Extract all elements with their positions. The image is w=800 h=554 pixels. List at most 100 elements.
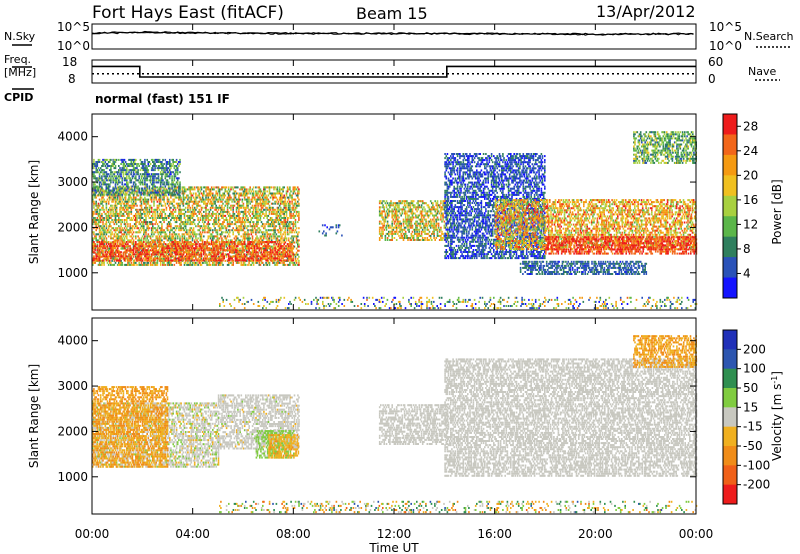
range-gate-cell [181,208,184,211]
range-gate-cell [269,245,272,248]
range-gate-cell [107,247,110,250]
range-gate-cell [213,249,215,252]
range-gate-cell [146,227,148,230]
range-gate-cell [114,210,117,213]
range-gate-cell [247,200,249,203]
range-gate-cell [206,194,208,197]
range-gate-cell [217,239,220,242]
range-gate-cell [230,206,232,209]
range-gate-cell [270,210,273,213]
range-gate-cell [107,202,110,205]
range-gate-cell [238,214,240,217]
range-gate-cell [122,214,125,217]
range-gate-cell [176,196,179,199]
range-gate-cell [259,192,262,195]
range-gate-cell [268,239,271,242]
range-gate-cell [124,243,127,246]
range-gate-cell [256,198,258,201]
range-gate-cell [276,212,279,215]
range-gate-cell [161,247,163,250]
range-gate-cell [180,212,182,215]
range-gate-cell [250,247,253,250]
range-gate-cell [132,251,135,254]
range-gate-cell [198,229,201,232]
range-gate-cell [147,198,150,201]
range-gate-cell [276,214,279,217]
range-gate-cell [264,243,266,246]
range-gate-cell [259,251,262,254]
range-gate-cell [269,219,272,221]
range-gate-cell [187,233,189,236]
range-gate-cell [121,214,123,217]
range-gate-cell [264,225,266,228]
range-gate-cell [138,243,140,246]
range-gate-cell [213,241,215,244]
range-gate-cell [103,219,105,221]
range-gate-cell [138,245,140,248]
range-gate-cell [244,194,247,197]
range-gate-cell [129,225,131,228]
range-gate-cell [286,263,289,266]
range-gate-cell [175,233,178,236]
range-gate-cell [196,214,198,217]
range-gate-cell [256,261,258,264]
range-gate-cell [239,192,241,195]
range-gate-cell [229,223,231,226]
range-gate-cell [225,237,228,240]
range-gate-cell [123,241,126,244]
range-gate-cell [112,200,114,203]
range-gate-cell [164,247,167,250]
range-gate-cell [291,257,293,260]
range-gate-cell [257,214,259,217]
range-gate-cell [239,217,241,219]
range-gate-cell [95,227,97,230]
range-gate-cell [230,223,232,226]
range-gate-cell [284,227,287,230]
range-gate-cell [243,243,246,246]
range-gate-cell [246,227,248,230]
range-gate-cell [287,198,290,201]
range-gate-cell [136,219,138,221]
range-gate-cell [149,206,152,209]
range-gate-cell [197,188,199,191]
range-gate-cell [255,204,257,207]
range-gate-cell [201,198,204,201]
range-gate-cell [203,186,205,189]
range-gate-cell [227,229,230,232]
range-gate-cell [278,198,281,201]
range-gate-cell [209,208,212,211]
range-gate-cell [127,261,129,264]
range-gate-cell [157,251,160,254]
range-gate-cell [280,202,282,205]
range-gate-cell [189,208,191,211]
range-gate-cell [129,227,131,230]
range-gate-cell [147,245,150,248]
range-gate-cell [292,247,295,250]
range-gate-cell [148,217,151,219]
range-gate-cell [234,190,237,193]
range-gate-cell [111,233,113,236]
range-gate-cell [247,204,249,207]
range-gate-cell [140,259,143,262]
range-gate-cell [244,217,247,219]
range-gate-cell [111,206,113,209]
range-gate-cell [277,223,280,226]
range-gate-cell [294,219,297,221]
range-gate-cell [154,257,156,260]
range-gate-cell [179,235,181,238]
range-gate-cell [232,210,234,213]
range-gate-cell [287,206,290,209]
range-gate-cell [215,221,217,224]
range-gate-cell [266,249,268,252]
range-gate-cell [162,196,164,199]
range-gate-cell [230,214,232,217]
range-gate-cell [162,204,164,207]
range-gate-cell [187,259,189,262]
range-gate-cell [200,206,203,209]
range-gate-cell [175,221,178,224]
range-gate-cell [120,257,122,260]
range-gate-cell [274,200,276,203]
range-gate-cell [94,237,96,240]
range-gate-cell [145,198,147,201]
range-gate-cell [103,200,105,203]
